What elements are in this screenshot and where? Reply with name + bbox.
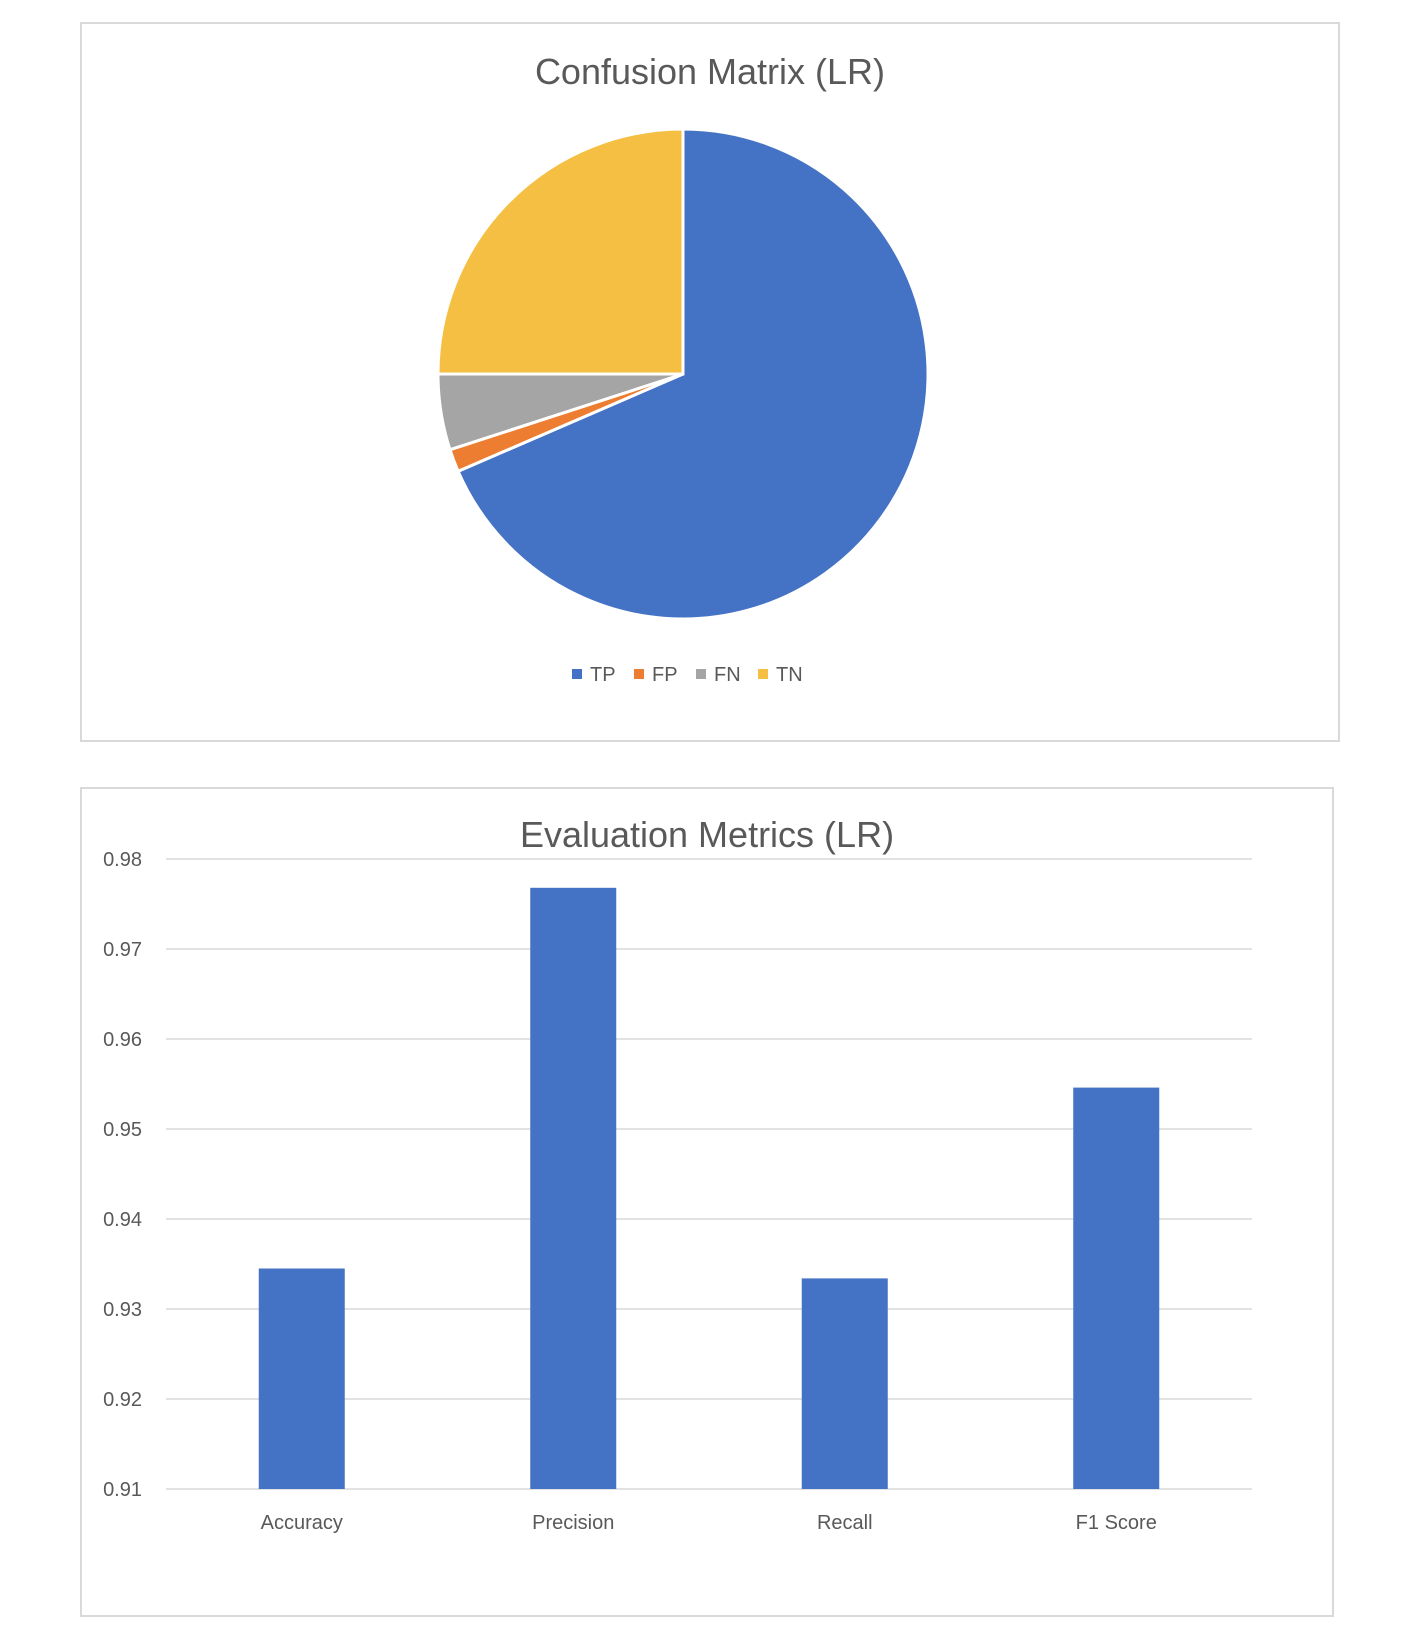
pie-slice-tn (436, 127, 685, 376)
bar-series (258, 887, 1160, 1489)
y-tick-label: 0.97 (103, 939, 142, 961)
bar-y-axis-ticks: 0.91 0.92 0.93 0.94 0.95 0.96 0.97 0.98 (103, 849, 142, 1501)
legend-label-fp: FP (652, 664, 678, 686)
bar-precision (530, 887, 617, 1489)
legend-label-fn: FN (714, 664, 741, 686)
x-tick-label: F1 Score (1076, 1512, 1157, 1534)
bar-gridlines (166, 858, 1252, 1490)
y-tick-label: 0.91 (103, 1479, 142, 1501)
y-tick-label: 0.98 (103, 849, 142, 871)
pie-slices (436, 127, 930, 621)
y-tick-label: 0.96 (103, 1029, 142, 1051)
bar-accuracy (258, 1268, 345, 1489)
pie-legend: TP FP FN TN (572, 664, 803, 686)
legend-label-tn: TN (776, 664, 803, 686)
y-tick-label: 0.92 (103, 1389, 142, 1411)
bar-x-axis-labels: Accuracy Precision Recall F1 Score (261, 1512, 1157, 1534)
x-tick-label: Recall (817, 1512, 873, 1534)
bar-recall (801, 1278, 888, 1489)
legend-label-tp: TP (590, 664, 616, 686)
confusion-matrix-chart-panel: Confusion Matrix (LR) TP FP FN TN (80, 22, 1340, 742)
y-tick-label: 0.95 (103, 1119, 142, 1141)
y-tick-label: 0.94 (103, 1209, 142, 1231)
confusion-matrix-pie-chart: Confusion Matrix (LR) TP FP FN TN (436, 51, 930, 686)
evaluation-metrics-bar-chart: Evaluation Metrics (LR) 0.91 0.92 0.93 0.94… (103, 814, 1252, 1534)
legend-marker-fp (634, 669, 644, 679)
pie-slice-tp (456, 127, 930, 621)
bar-f1-score (1073, 1087, 1160, 1489)
x-tick-label: Precision (532, 1512, 614, 1534)
evaluation-metrics-chart-panel: Evaluation Metrics (LR) 0.91 0.92 0.93 0.94… (80, 787, 1334, 1617)
legend-marker-tn (758, 669, 768, 679)
x-tick-label: Accuracy (261, 1512, 343, 1534)
bar-chart-title: Evaluation Metrics (LR) (520, 814, 894, 855)
legend-marker-fn (696, 669, 706, 679)
y-tick-label: 0.93 (103, 1299, 142, 1321)
legend-marker-tp (572, 669, 582, 679)
pie-chart-title: Confusion Matrix (LR) (535, 51, 885, 92)
